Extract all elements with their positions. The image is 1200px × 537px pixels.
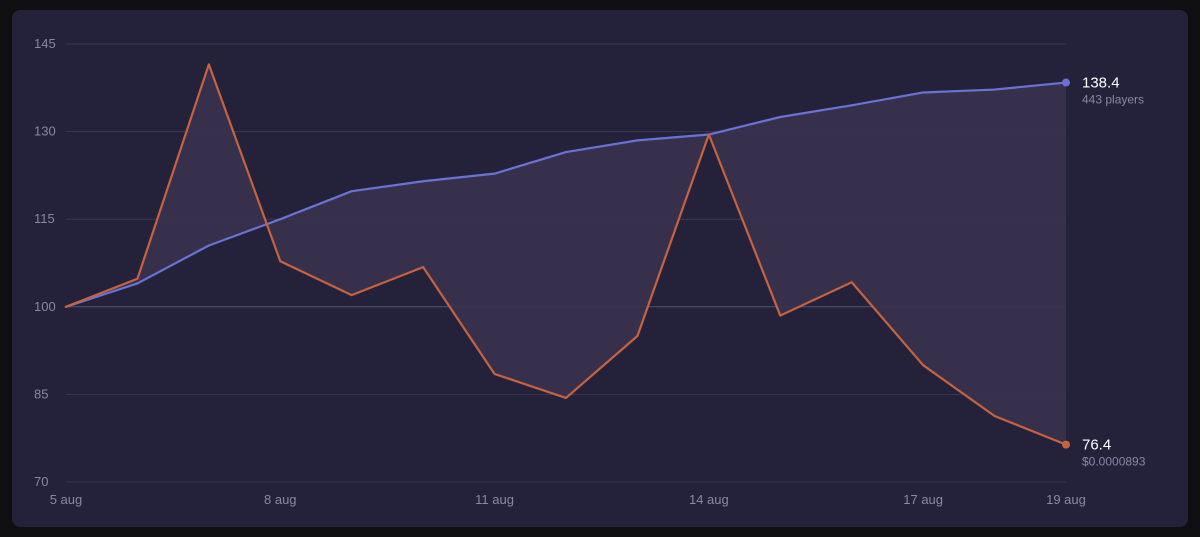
series-end-label-1: 443 players	[1082, 93, 1144, 107]
x-tick-label: 11 aug	[475, 492, 514, 507]
y-tick-label: 70	[34, 474, 48, 489]
series-end-label-2: $0.0000893	[1082, 455, 1146, 469]
x-tick-label: 8 aug	[264, 492, 297, 507]
x-tick-label: 19 aug	[1046, 492, 1086, 507]
y-tick-label: 145	[34, 36, 56, 51]
fill-area	[66, 64, 1066, 445]
x-tick-label: 17 aug	[903, 492, 943, 507]
x-tick-label: 14 aug	[689, 492, 729, 507]
y-axis-ticks: 70 85 100 115 130 145	[34, 36, 56, 489]
y-tick-label: 130	[34, 124, 56, 139]
series-lines	[64, 63, 1068, 446]
y-tick-label: 85	[34, 386, 48, 401]
series-end-dot-1	[1062, 78, 1070, 87]
x-tick-label: 5 aug	[50, 492, 83, 507]
series-end-value-1: 138.4	[1082, 75, 1120, 92]
y-tick-label: 115	[34, 211, 55, 226]
y-tick-label: 100	[34, 299, 56, 314]
x-axis-ticks: 5 aug 8 aug 11 aug 14 aug 17 aug 19 aug	[50, 492, 1086, 507]
series-end-dot-2	[1062, 440, 1070, 449]
series-end-value-2: 76.4	[1082, 437, 1111, 454]
fill-between	[66, 64, 1066, 445]
